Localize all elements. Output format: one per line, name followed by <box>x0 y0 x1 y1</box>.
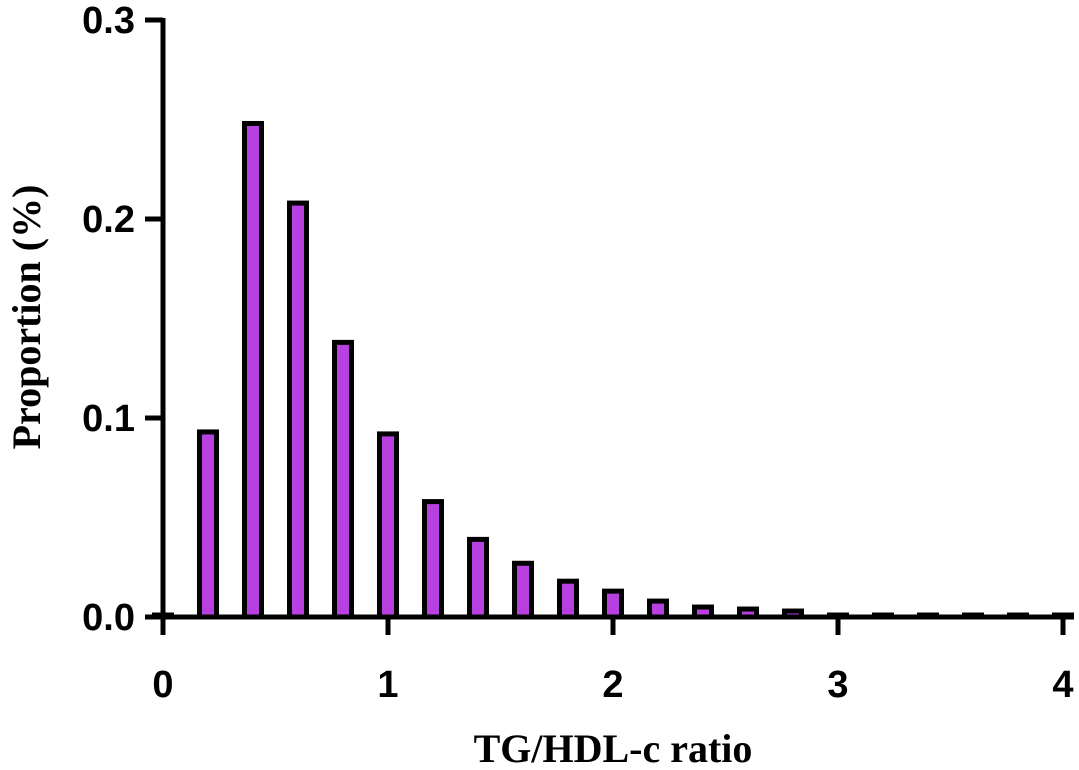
y-tick-label-2: 0.2 <box>82 199 135 241</box>
axes-group: 0.0 0.1 0.2 0.3 0 1 2 3 4 <box>82 0 1073 706</box>
bar-2 <box>242 120 264 620</box>
bar-4 <box>332 339 354 620</box>
bar-3 <box>287 200 309 620</box>
y-tick-label-1: 0.1 <box>82 398 135 440</box>
x-tick-label-4: 4 <box>1052 664 1073 706</box>
bar-7 <box>467 536 489 620</box>
bar-8 <box>512 560 534 620</box>
x-tick-label-1: 1 <box>377 664 398 706</box>
x-tick-label-3: 3 <box>827 664 848 706</box>
y-axis-title: Proportion (%) <box>4 185 49 450</box>
x-axis-title: TG/HDL-c ratio <box>474 726 753 770</box>
y-tick-label-0: 0.0 <box>82 597 135 639</box>
bar-1 <box>197 429 219 620</box>
x-tick-label-2: 2 <box>602 664 623 706</box>
bar-10 <box>602 588 624 620</box>
bar-6 <box>422 499 444 620</box>
bar-9 <box>557 578 579 620</box>
bar-5 <box>377 431 399 620</box>
x-tick-label-0: 0 <box>152 664 173 706</box>
y-tick-label-3: 0.3 <box>82 0 135 42</box>
bars-group <box>152 120 1074 620</box>
